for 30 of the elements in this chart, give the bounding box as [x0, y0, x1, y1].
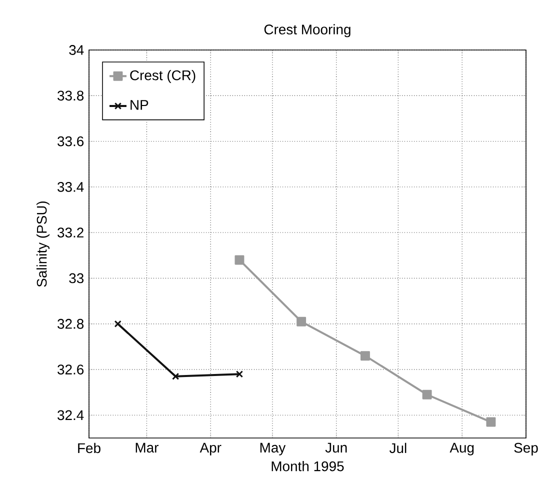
y-tick-label: 33.6: [58, 136, 84, 146]
y-axis-title: Salinity (PSU): [36, 201, 50, 287]
x-tick-label: Apr: [200, 442, 222, 456]
x-axis-title: Month 1995: [272, 460, 344, 472]
y-tick-label: 32.6: [58, 364, 84, 374]
point: [236, 370, 244, 378]
x-tick-label: Mar: [136, 442, 158, 453]
point: [114, 320, 122, 328]
y-tick-label: 32.4: [58, 410, 84, 420]
point: [234, 255, 244, 265]
point: [296, 316, 306, 326]
legend-label: NP: [130, 100, 148, 110]
y-tick-label: 34: [69, 45, 84, 55]
x-tick-label: May: [260, 442, 286, 456]
y-tick-label: 33.2: [58, 228, 84, 238]
x-tick-label: Feb: [78, 442, 100, 454]
y-tick-label: 33.8: [58, 90, 84, 101]
x-tick-label: Jun: [325, 442, 347, 453]
y-tick-label: 33.4: [58, 182, 84, 192]
chart-title: Crest Mooring: [264, 24, 350, 38]
point: [172, 372, 180, 380]
y-tick-label: 32.8: [58, 318, 84, 329]
point: [486, 417, 496, 427]
x-tick-label: Jul: [390, 442, 406, 454]
point: [360, 351, 370, 361]
legend-label: Crest (CR): [130, 70, 196, 83]
y-tick-label: 33: [69, 273, 84, 284]
x-tick-label: Aug: [450, 442, 474, 456]
x-tick-label: Sep: [514, 442, 538, 456]
point: [422, 390, 432, 400]
